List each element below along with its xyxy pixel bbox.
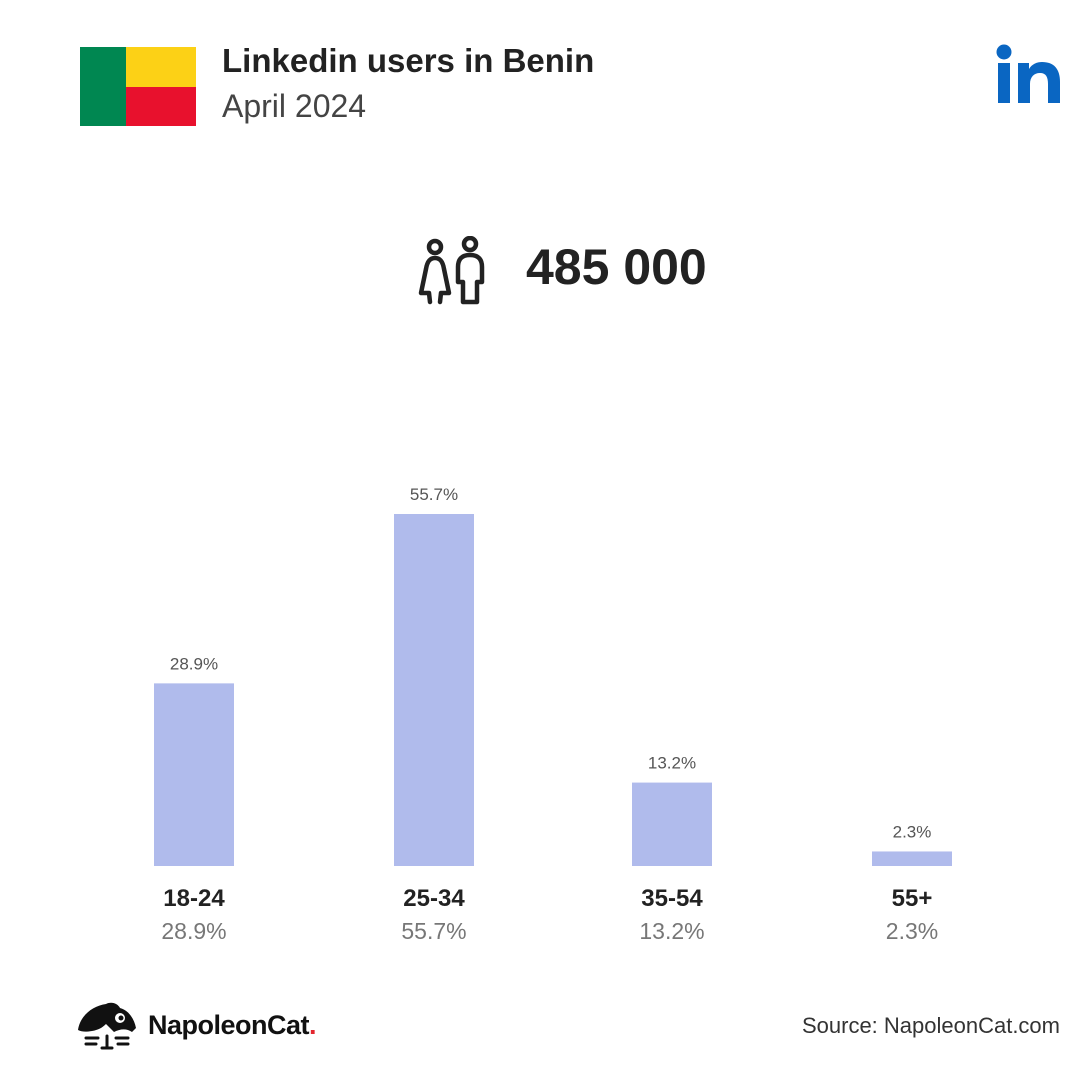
napoleoncat-logo-icon	[78, 1002, 136, 1050]
category-label: 25-34	[403, 885, 465, 912]
flag-yellow-band	[126, 47, 196, 87]
brand-dot: .	[309, 1010, 317, 1040]
page-title: Linkedin users in Benin	[222, 42, 595, 79]
users-icon	[418, 236, 485, 305]
category-label: 55+	[892, 885, 933, 912]
linkedin-logo-icon	[996, 44, 1060, 103]
age-distribution-chart: 28.9% 18-24 28.9% 55.7% 25-34 55.7% 13.2% 35-54…	[154, 485, 952, 944]
bar-value-label: 13.2%	[648, 754, 696, 773]
bar-25-34	[394, 514, 474, 866]
category-percent-label: 13.2%	[639, 918, 704, 944]
bar-value-label: 2.3%	[893, 822, 932, 841]
category-percent-label: 28.9%	[161, 918, 226, 944]
source-link[interactable]: Source: NapoleonCat.com	[801, 1013, 1060, 1038]
category-label: 35-54	[641, 885, 703, 912]
bar-value-label: 55.7%	[410, 485, 458, 504]
bar-55+	[872, 851, 952, 866]
category-percent-label: 2.3%	[886, 918, 938, 944]
brand-name: NapoleonCat.	[148, 1010, 317, 1040]
category-label: 18-24	[163, 885, 225, 912]
category-percent-label: 55.7%	[401, 918, 466, 944]
bar-value-label: 28.9%	[170, 654, 218, 673]
flag-green-band	[80, 47, 126, 126]
benin-flag	[80, 47, 196, 126]
flag-red-band	[126, 87, 196, 126]
bar-35-54	[632, 782, 712, 866]
page-subtitle: April 2024	[222, 88, 367, 124]
bar-18-24	[154, 683, 234, 866]
total-users-value: 485 000	[526, 239, 707, 295]
